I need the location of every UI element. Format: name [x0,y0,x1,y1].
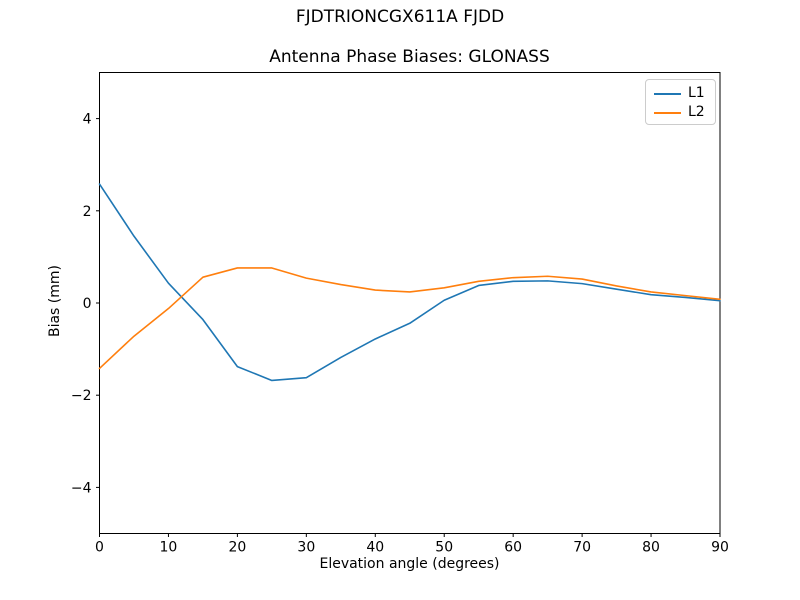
y-tick-label: 2 [83,204,92,220]
y-tick-label: 0 [83,296,92,312]
x-tick-label: 10 [160,540,178,556]
x-tick-label: 40 [366,540,384,556]
x-tick-label: 20 [228,540,246,556]
x-tick-label: 80 [642,540,660,556]
x-tick-label: 50 [435,540,453,556]
y-axis-label: Bias (mm) [47,264,63,338]
x-tick-label: 60 [504,540,522,556]
series-line-L2 [98,267,721,370]
legend-item-L2: L2 [646,103,715,122]
x-tick-label: 0 [95,540,104,556]
legend-item-L1: L1 [646,84,715,103]
axes-title: Antenna Phase Biases: GLONASS [269,47,550,67]
legend-label-L2: L2 [688,104,705,120]
x-tick-label: 70 [573,540,591,556]
x-tick-label: 30 [297,540,315,556]
legend: L1 L2 [645,79,716,125]
y-tick-label: 4 [83,112,92,128]
legend-line-swatch-L1 [654,92,681,95]
series-line-L1 [98,183,721,382]
x-tick-label: 90 [711,540,729,556]
y-tick-label: −2 [71,388,92,404]
x-axis-label: Elevation angle (degrees) [319,556,500,572]
figure-title: FJDTRIONCGX611A FJDD [295,7,505,27]
legend-label-L1: L1 [688,85,705,101]
legend-line-swatch-L2 [654,111,681,114]
y-tick-label: −4 [71,480,92,496]
axes-frame [99,72,721,534]
